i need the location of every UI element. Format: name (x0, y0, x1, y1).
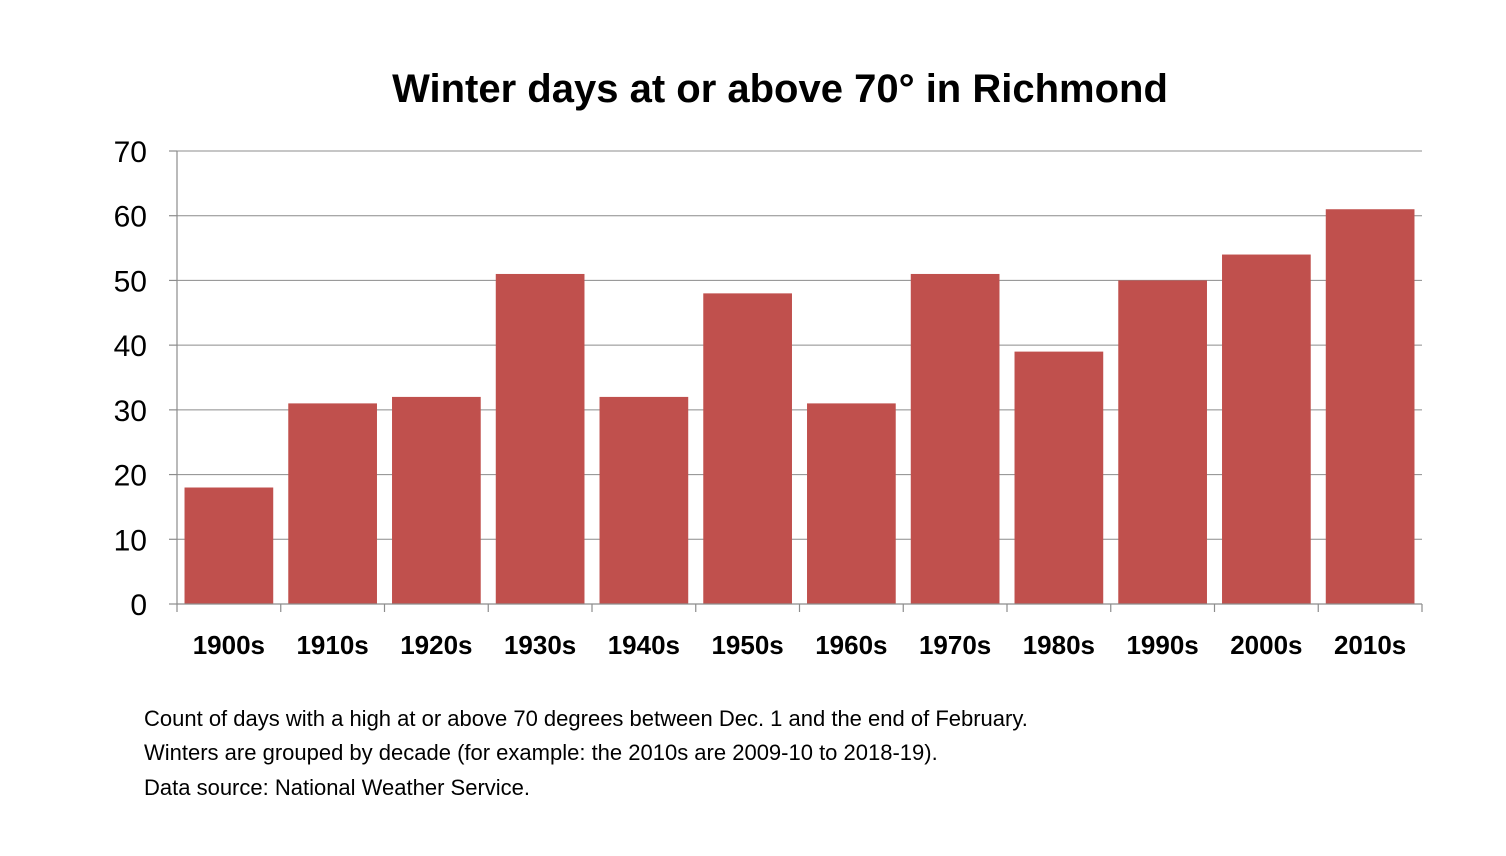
bar-1950s (703, 293, 792, 604)
y-tick-label: 70 (114, 136, 147, 169)
x-tick-label: 1960s (815, 630, 887, 660)
y-tick-label: 10 (114, 524, 147, 557)
bar-1900s (184, 487, 274, 604)
bar-1980s (1014, 351, 1104, 604)
x-tick-label: 1930s (504, 630, 576, 660)
y-tick-label: 60 (114, 201, 147, 234)
bar-1960s (807, 403, 896, 604)
chart-title: Winter days at or above 70° in Richmond (392, 67, 1168, 111)
x-tick-label: 1940s (608, 630, 680, 660)
bar-1930s (495, 273, 585, 604)
x-tick-label: 1910s (296, 630, 368, 660)
y-tick-label: 50 (114, 265, 147, 298)
x-tick-label: 1950s (711, 630, 783, 660)
x-tick-label: 1980s (1023, 630, 1095, 660)
y-tick-label: 40 (114, 330, 147, 363)
y-axis-ticks: 0 10 20 30 40 50 60 70 (114, 136, 147, 622)
footnotes: Count of days with a high at or above 70… (144, 706, 1028, 800)
x-axis-ticks: 1900s 1910s 1920s 1930s 1940s 1950s 1960s 1970s… (193, 630, 1407, 660)
x-tick-label: 1920s (400, 630, 472, 660)
bar-2010s (1325, 209, 1415, 605)
y-tick-label: 20 (114, 460, 147, 493)
bar-1990s (1118, 280, 1207, 604)
footnote-line-1: Count of days with a high at or above 70… (144, 706, 1028, 731)
x-tick-label: 1900s (193, 630, 265, 660)
x-tick-label: 2010s (1334, 630, 1406, 660)
x-tick-label: 1970s (919, 630, 991, 660)
y-tick-label: 30 (114, 395, 147, 428)
bar-1920s (392, 396, 481, 604)
bar-1970s (910, 273, 1000, 604)
bar-1940s (599, 396, 689, 604)
bar-1910s (288, 403, 377, 604)
x-tick-label: 2000s (1230, 630, 1302, 660)
x-tick-label: 1990s (1126, 630, 1198, 660)
footnote-line-2: Winters are grouped by decade (for examp… (144, 740, 938, 765)
bar-2000s (1222, 254, 1311, 605)
axes (169, 150, 1423, 612)
y-tick-label: 0 (130, 589, 147, 622)
gridlines (177, 150, 1422, 540)
bars (184, 209, 1415, 605)
footnote-line-3: Data source: National Weather Service. (144, 775, 530, 800)
